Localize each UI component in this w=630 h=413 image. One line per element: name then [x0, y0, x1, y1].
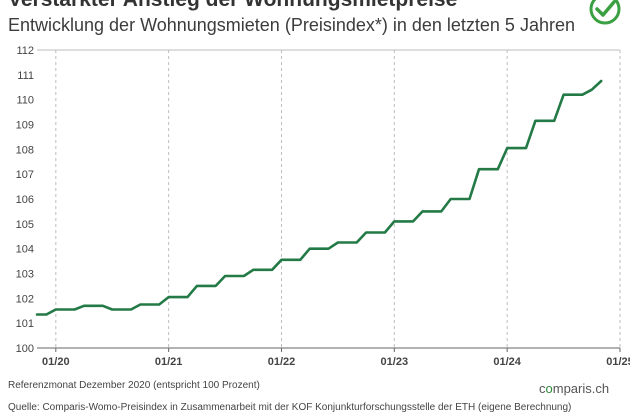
- source-note: Quelle: Comparis-Womo-Preisindex in Zusa…: [8, 402, 572, 413]
- y-tick-label: 101: [16, 318, 34, 330]
- x-axis-ticks: 01/20 01/21 01/22 01/23 01/24 01/25: [42, 356, 630, 368]
- series-layer: [35, 79, 603, 316]
- comparis-logo: comparis.ch: [539, 381, 609, 396]
- y-tick-label: 105: [16, 219, 34, 231]
- y-tick-label: 110: [16, 95, 34, 107]
- brand-o: o: [545, 381, 553, 396]
- x-tick-label: 01/25: [606, 356, 630, 368]
- x-tick-label: 01/24: [493, 356, 521, 368]
- y-tick-label: 100: [16, 343, 34, 355]
- chart-title: Verstärkter Anstieg der Wohnungsmietprei…: [8, 0, 457, 12]
- y-tick-label: 104: [16, 244, 34, 256]
- y-tick-label: 106: [16, 194, 34, 206]
- x-tick-label: 01/21: [155, 356, 183, 368]
- grid-lines: [37, 49, 621, 352]
- brand-prefix: c: [539, 381, 546, 396]
- y-tick-label: 107: [16, 169, 34, 181]
- x-tick-label: 01/20: [42, 356, 70, 368]
- chart-subtitle: Entwicklung der Wohnungsmieten (Preisind…: [8, 15, 575, 35]
- series-line: [35, 79, 603, 316]
- y-tick-label: 102: [16, 293, 34, 305]
- y-tick-label: 112: [16, 45, 34, 57]
- y-tick-label: 108: [16, 144, 34, 156]
- y-axis-ticks: 100 101 102 103 104 105 106 107 108 109 110 111 112: [16, 45, 34, 355]
- y-tick-label: 111: [17, 70, 34, 82]
- check-circle-icon: [589, 0, 621, 25]
- y-tick-label: 103: [16, 269, 34, 281]
- x-tick-label: 01/23: [381, 356, 409, 368]
- brand-suffix: mparis.ch: [552, 381, 610, 396]
- x-tick-label: 01/22: [268, 356, 296, 368]
- reference-note: Referenzmonat Dezember 2020 (entspricht …: [8, 380, 260, 391]
- y-tick-label: 109: [16, 120, 34, 132]
